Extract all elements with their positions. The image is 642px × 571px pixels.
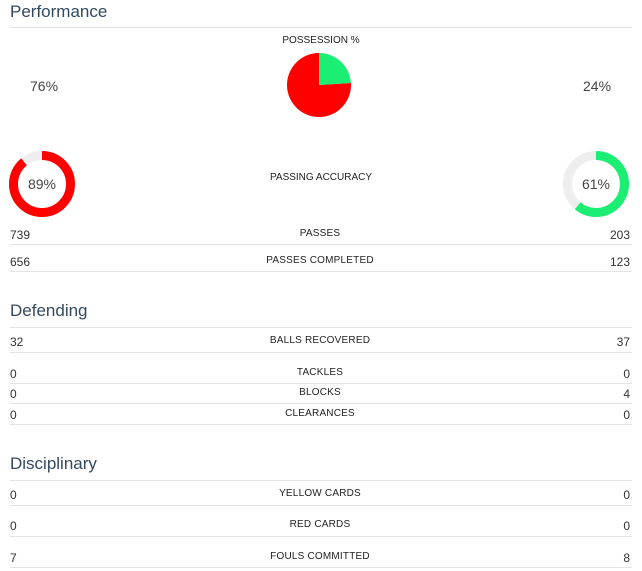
passing-accuracy-away-donut bbox=[563, 151, 629, 217]
home-value: 32 bbox=[10, 335, 24, 349]
possession-away-value: 24% bbox=[583, 78, 612, 94]
stat-label: PASSES COMPLETED bbox=[266, 255, 374, 266]
divider bbox=[10, 244, 632, 245]
divider bbox=[10, 505, 632, 506]
stat-row-passes-completed: 656 PASSES COMPLETED 123 bbox=[10, 255, 630, 273]
home-value: 0 bbox=[10, 519, 17, 533]
passing-accuracy-away-value: 61% bbox=[581, 176, 611, 192]
away-value: 0 bbox=[623, 367, 630, 381]
home-value: 0 bbox=[10, 387, 17, 401]
passing-accuracy-home-value: 89% bbox=[27, 176, 57, 192]
stat-label: YELLOW CARDS bbox=[279, 488, 361, 499]
away-value: 123 bbox=[609, 255, 630, 269]
disciplinary-title: Disciplinary bbox=[10, 454, 97, 473]
stat-label: BLOCKS bbox=[299, 387, 341, 398]
divider bbox=[10, 424, 632, 425]
home-value: 656 bbox=[10, 255, 31, 269]
away-value: 8 bbox=[623, 551, 630, 565]
away-value: 0 bbox=[623, 519, 630, 533]
possession-home-value: 76% bbox=[30, 78, 59, 94]
stat-label: PASSES bbox=[299, 228, 341, 239]
stat-row-red-cards: 0 RED CARDS 0 bbox=[10, 519, 630, 537]
stat-label: FOULS COMMITTED bbox=[270, 551, 370, 562]
stat-row-tackles: 0 TACKLES 0 bbox=[10, 367, 630, 385]
possession-label: POSSESSION % bbox=[282, 35, 360, 46]
passing-accuracy-label: PASSING ACCURACY bbox=[269, 172, 373, 183]
home-value: 0 bbox=[10, 367, 17, 381]
divider bbox=[10, 403, 632, 404]
donut-home-fill bbox=[9, 151, 75, 217]
stat-label: CLEARANCES bbox=[285, 408, 355, 419]
divider bbox=[10, 352, 632, 353]
away-value: 203 bbox=[609, 228, 630, 242]
passing-accuracy-home-donut bbox=[9, 151, 75, 217]
stat-label: TACKLES bbox=[296, 367, 344, 378]
divider bbox=[10, 327, 632, 328]
home-value: 739 bbox=[10, 228, 31, 242]
home-value: 7 bbox=[10, 551, 17, 565]
defending-title: Defending bbox=[10, 301, 88, 320]
stat-label: BALLS RECOVERED bbox=[269, 335, 371, 346]
donut-away-fill bbox=[563, 151, 629, 217]
away-value: 0 bbox=[623, 408, 630, 422]
home-value: 0 bbox=[10, 408, 17, 422]
stat-row-clearances: 0 CLEARANCES 0 bbox=[10, 408, 630, 426]
possession-pie-away-slice bbox=[319, 53, 351, 85]
divider bbox=[10, 271, 632, 272]
divider bbox=[10, 27, 632, 28]
stat-row-passes: 739 PASSES 203 bbox=[10, 228, 630, 246]
away-value: 0 bbox=[623, 488, 630, 502]
stat-label: RED CARDS bbox=[289, 519, 351, 530]
stat-row-yellow-cards: 0 YELLOW CARDS 0 bbox=[10, 488, 630, 506]
performance-title: Performance bbox=[10, 2, 108, 21]
divider bbox=[10, 383, 632, 384]
divider bbox=[10, 567, 632, 568]
away-value: 4 bbox=[623, 387, 630, 401]
home-value: 0 bbox=[10, 488, 17, 502]
stat-row-fouls-committed: 7 FOULS COMMITTED 8 bbox=[10, 551, 630, 569]
stat-row-balls-recovered: 32 BALLS RECOVERED 37 bbox=[10, 335, 630, 353]
stat-row-blocks: 0 BLOCKS 4 bbox=[10, 387, 630, 405]
possession-pie-chart bbox=[287, 53, 351, 117]
divider bbox=[10, 536, 632, 537]
divider bbox=[10, 480, 632, 481]
away-value: 37 bbox=[616, 335, 630, 349]
